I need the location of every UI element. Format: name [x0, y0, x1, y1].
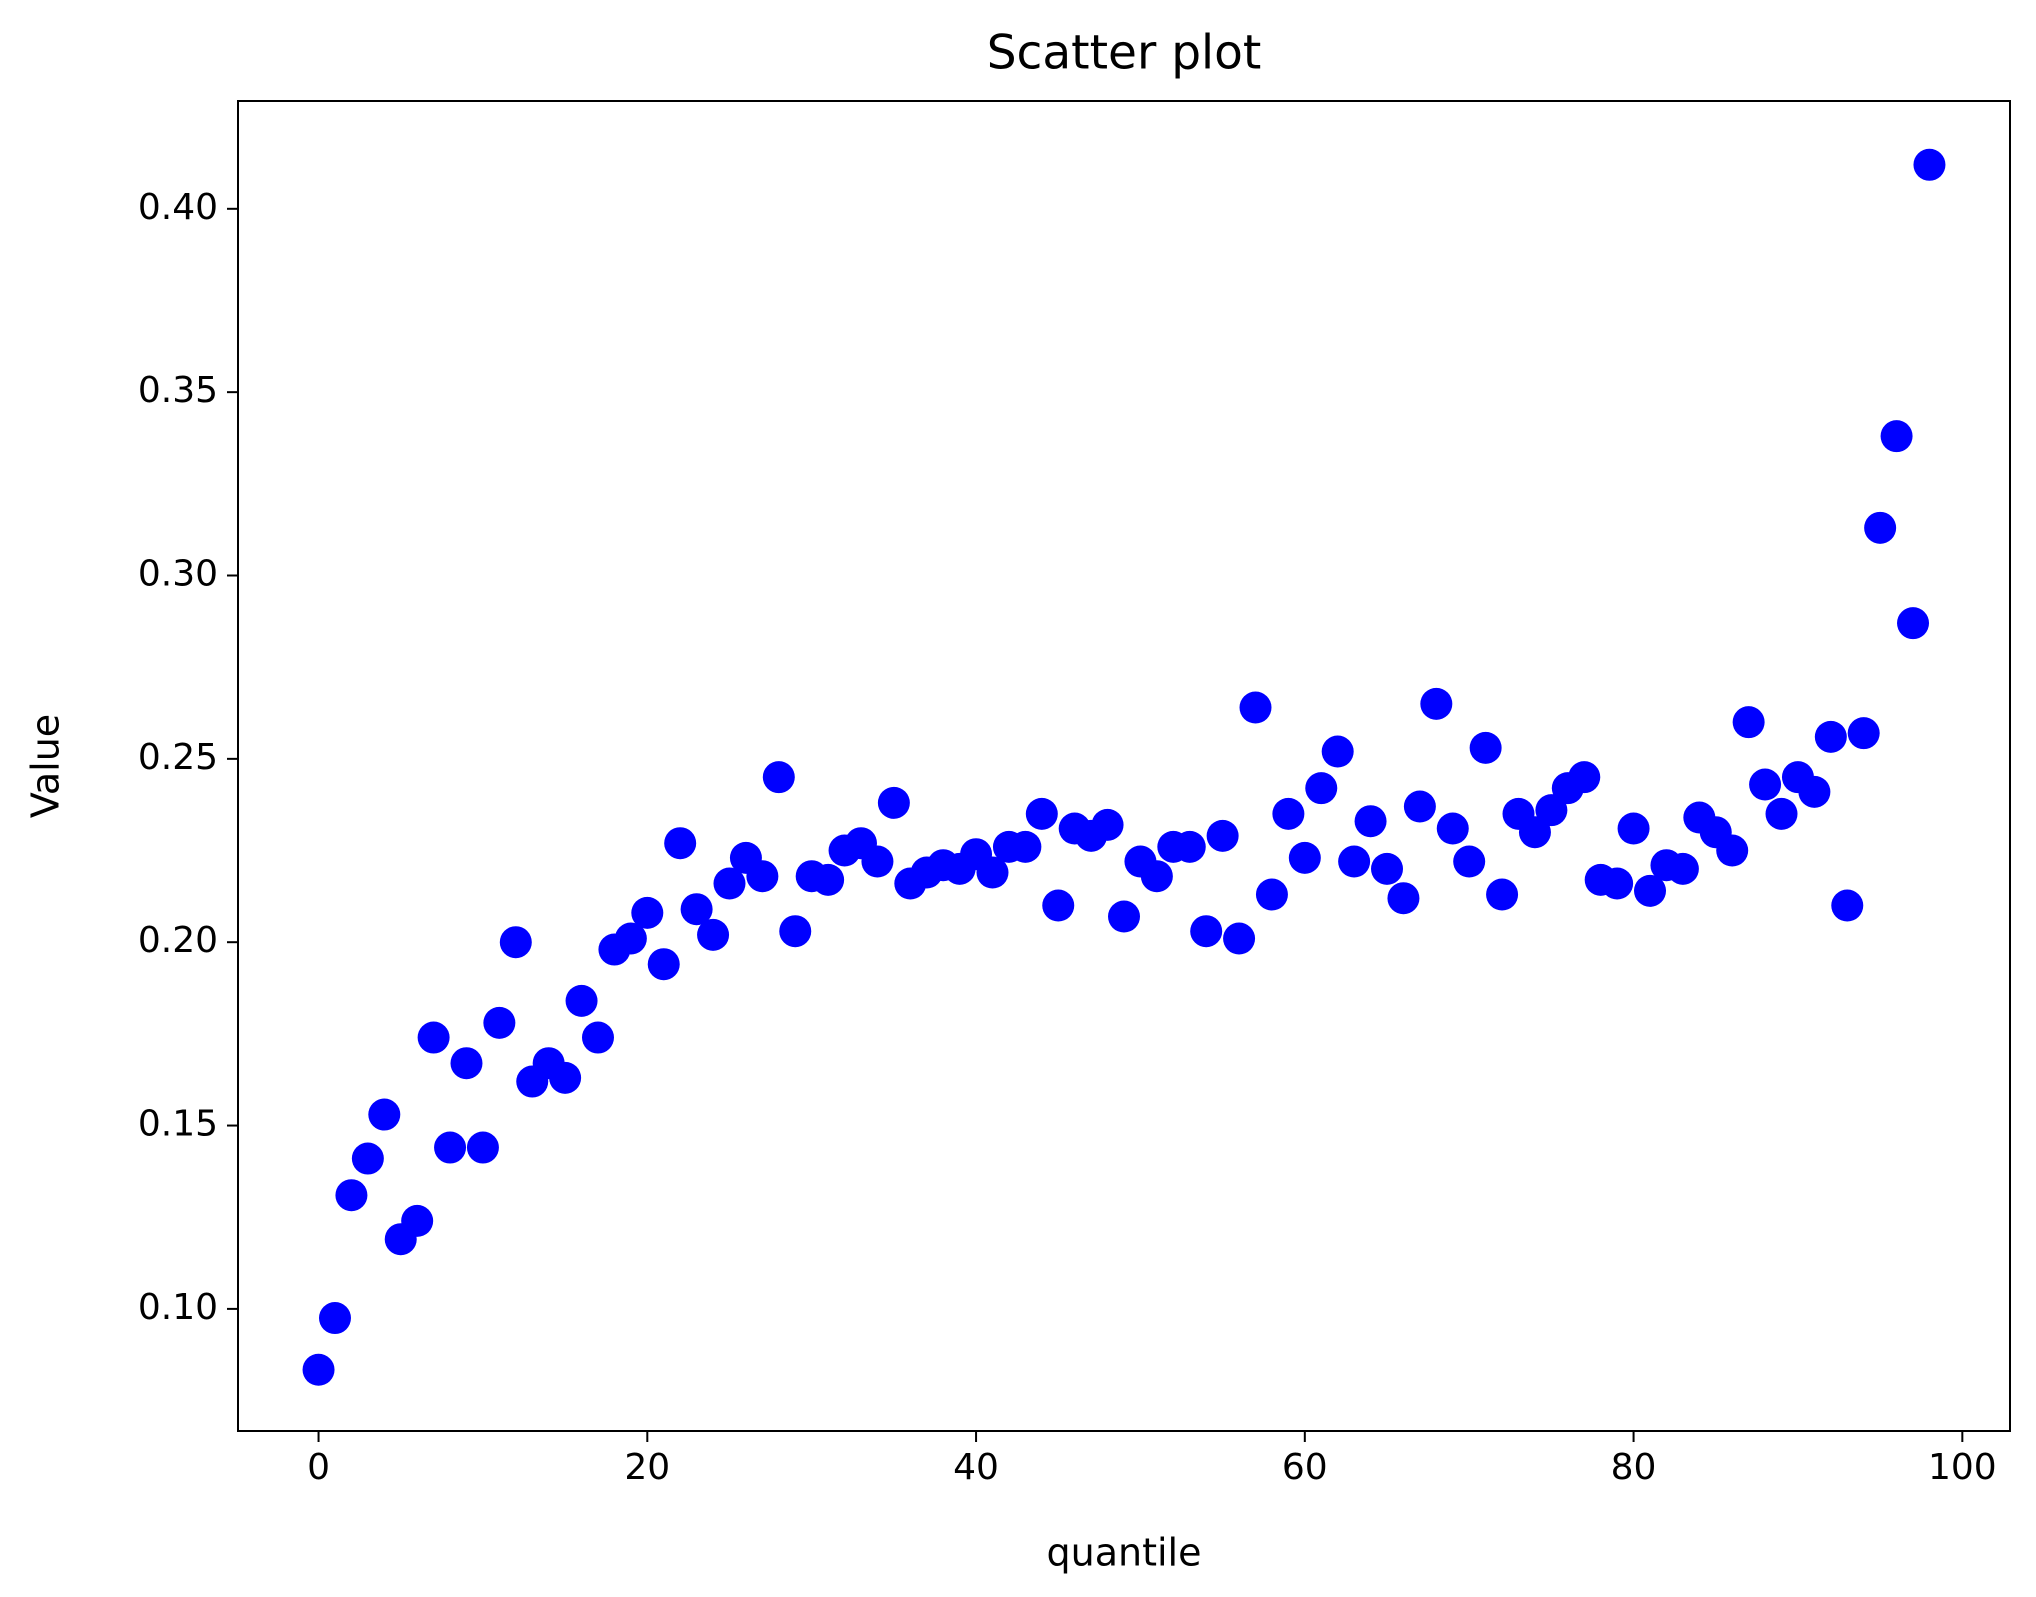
- y-tick-label: 0.35: [138, 370, 218, 411]
- point: [565, 984, 598, 1017]
- point: [1255, 878, 1288, 911]
- point: [466, 1131, 499, 1164]
- x-tick-label: 80: [1611, 1447, 1657, 1488]
- point: [1321, 735, 1354, 768]
- point: [1420, 687, 1453, 720]
- point: [1486, 878, 1519, 911]
- point: [1371, 852, 1404, 885]
- y-tick-label: 0.10: [138, 1287, 218, 1328]
- point: [976, 856, 1009, 889]
- point: [1206, 819, 1239, 852]
- point: [1831, 889, 1864, 922]
- point: [762, 761, 795, 794]
- point: [664, 827, 697, 860]
- x-axis-label: quantile: [1047, 1531, 1202, 1575]
- point: [1025, 797, 1058, 830]
- point: [1469, 731, 1502, 764]
- point: [499, 926, 532, 959]
- point: [614, 922, 647, 955]
- point: [1403, 790, 1436, 823]
- point: [368, 1098, 401, 1131]
- point: [417, 1021, 450, 1054]
- point: [1666, 852, 1699, 885]
- x-tick-label: 20: [624, 1447, 670, 1488]
- point: [1518, 816, 1551, 849]
- point: [1338, 845, 1371, 878]
- point: [1765, 797, 1798, 830]
- point: [1272, 797, 1305, 830]
- point: [1436, 812, 1469, 845]
- point: [549, 1061, 582, 1094]
- point: [1108, 900, 1140, 933]
- point: [1305, 772, 1338, 805]
- point: [1847, 717, 1880, 750]
- point: [713, 867, 746, 900]
- point: [1601, 867, 1634, 900]
- point: [1880, 420, 1913, 453]
- point: [1749, 768, 1782, 801]
- point: [1864, 511, 1897, 544]
- point: [1814, 720, 1847, 753]
- point: [779, 915, 812, 948]
- point: [1897, 607, 1930, 640]
- point: [1140, 860, 1173, 893]
- x-tick-label: 40: [953, 1447, 999, 1488]
- point: [335, 1179, 368, 1212]
- chart-title: Scatter plot: [987, 26, 1262, 81]
- point: [1568, 761, 1601, 794]
- point: [434, 1131, 467, 1164]
- point: [1453, 845, 1486, 878]
- point: [1634, 874, 1667, 907]
- x-tick-label: 0: [307, 1447, 330, 1488]
- point: [1617, 812, 1650, 845]
- point: [1732, 706, 1765, 739]
- point: [877, 786, 910, 819]
- point: [483, 1006, 516, 1039]
- point: [1798, 775, 1831, 808]
- point: [812, 863, 845, 896]
- y-tick-label: 0.25: [138, 737, 218, 778]
- point: [1354, 805, 1387, 838]
- x-tick-label: 60: [1282, 1447, 1328, 1488]
- point: [401, 1204, 434, 1237]
- point: [1239, 691, 1272, 724]
- point: [1091, 808, 1124, 841]
- point: [1042, 889, 1075, 922]
- point: [351, 1142, 384, 1175]
- y-tick-label: 0.20: [138, 920, 218, 961]
- point: [647, 948, 680, 981]
- point: [680, 893, 713, 926]
- point: [1288, 841, 1321, 874]
- point: [1223, 922, 1256, 955]
- point: [1173, 830, 1206, 863]
- point: [318, 1302, 351, 1335]
- point: [631, 896, 664, 929]
- y-tick-label: 0.15: [138, 1104, 218, 1145]
- y-axis-label: Value: [24, 714, 68, 818]
- point: [1387, 882, 1420, 915]
- y-tick-label: 0.40: [138, 187, 218, 228]
- point: [697, 918, 730, 951]
- y-tick-label: 0.30: [138, 554, 218, 595]
- plot-frame: [237, 100, 2011, 1432]
- point: [1190, 915, 1223, 948]
- point: [450, 1047, 483, 1080]
- point: [1716, 834, 1749, 867]
- point: [861, 845, 894, 878]
- x-tick-label: 100: [1928, 1447, 1997, 1488]
- point: [1009, 830, 1042, 863]
- point: [302, 1353, 335, 1386]
- point: [581, 1021, 614, 1054]
- point: [1913, 148, 1946, 181]
- point: [1535, 794, 1568, 827]
- point: [746, 860, 779, 893]
